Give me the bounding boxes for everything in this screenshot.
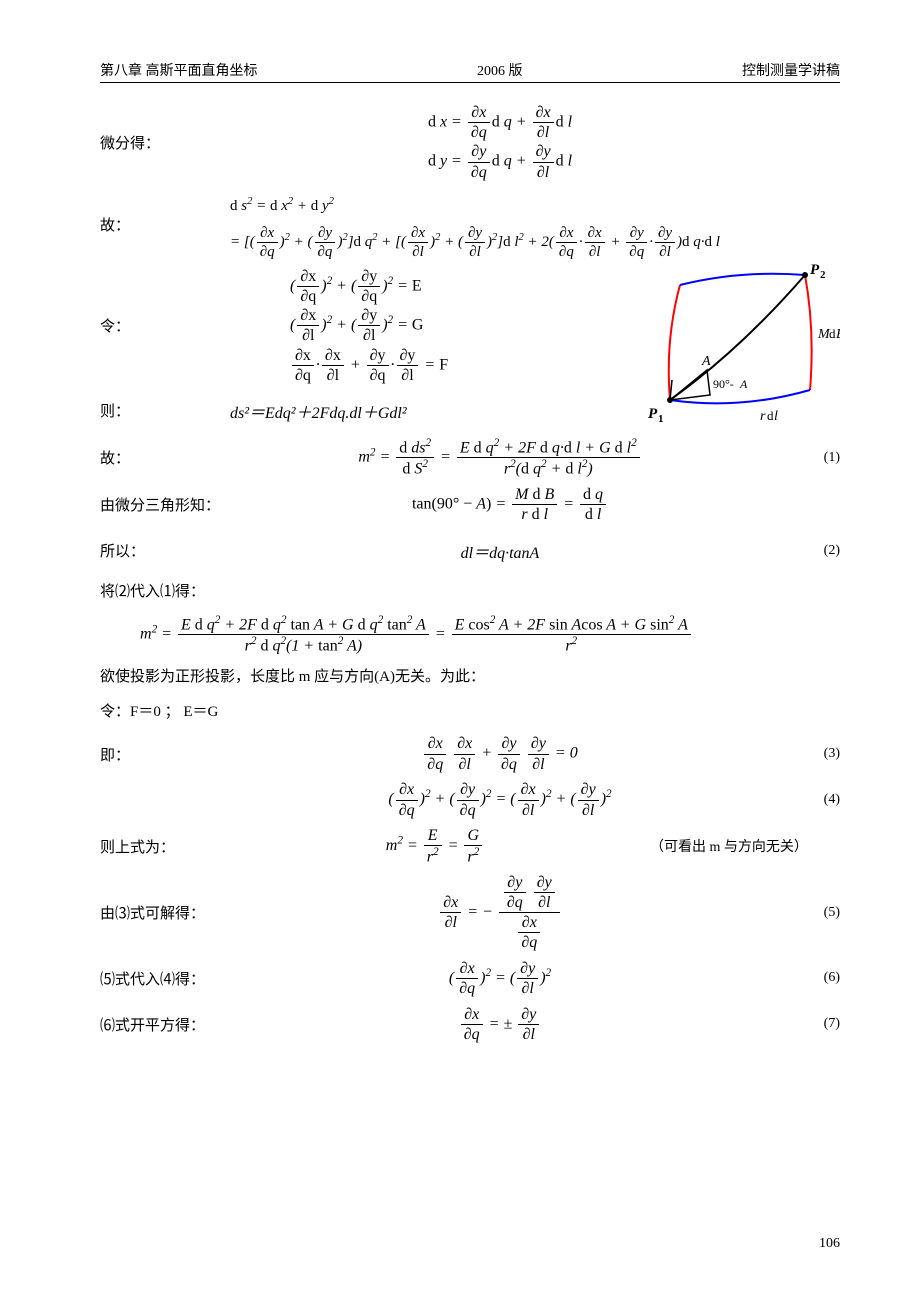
header-left: 第八章 高斯平面直角坐标 (100, 60, 258, 80)
svg-text:B: B (836, 327, 840, 342)
eq-6: (∂x∂q)2 = (∂y∂l)2 (220, 959, 780, 998)
eqnum-7: (7) (780, 1016, 840, 1032)
label-gu2: 故： (100, 447, 220, 468)
svg-text:2: 2 (820, 269, 826, 281)
row-eq7: ⑹式开平方得： ∂x∂q = ± ∂y∂l (7) (100, 1004, 840, 1044)
eqnum-2: (2) (780, 543, 840, 559)
svg-text:A: A (701, 354, 711, 369)
label-ji: 即： (100, 744, 220, 765)
text-jiang: 将⑵代入⑴得： (100, 579, 840, 606)
page-number: 106 (819, 1236, 840, 1252)
svg-text:l: l (774, 409, 778, 424)
label-youweifen: 由微分三角形知： (100, 494, 240, 515)
svg-text:A: A (739, 377, 748, 391)
label-suoyi: 所以： (100, 540, 220, 561)
row-ds2: 故： d s2 = d x2 + d y2 = [(∂x∂q)2 + (∂y∂q… (100, 188, 840, 261)
text-lingFE: 令：F＝0 ； E＝G (100, 699, 840, 726)
eqnum-3: (3) (780, 746, 840, 762)
eq-m2-long: m2 = E d q2 + 2F d q2 tan A + G d q2 tan… (140, 614, 840, 656)
row-dx-dy: 微分得： d x = ∂x∂qd q + ∂x∂ld l d y = ∂y∂qd… (100, 103, 840, 182)
row-eq4: (∂x∂q)2 + (∂y∂q)2 = (∂x∂l)2 + (∂y∂l)2 (4… (100, 780, 840, 820)
eqnum-6: (6) (780, 970, 840, 986)
header-center: 2006 版 (477, 60, 523, 80)
text-yushi: 欲使投影为正形投影，长度比 m 应与方向(A)无关。为此： (100, 664, 840, 691)
eq-5: ∂x∂l = − ∂y∂q ∂y∂l∂x∂q (220, 873, 780, 953)
svg-text:1: 1 (658, 413, 664, 425)
label-gu1: 故： (100, 214, 220, 235)
row-eq5: 由⑶式可解得： ∂x∂l = − ∂y∂q ∂y∂l∂x∂q (5) (100, 873, 840, 953)
eqnum-4: (4) (780, 792, 840, 808)
label-wu4: ⑸式代入⑷得： (100, 968, 220, 989)
note-kekan: （可看出 m 与方向无关） (650, 836, 840, 856)
eqnum-1: (1) (780, 450, 840, 466)
row-eq3: 即： ∂x∂q ∂x∂l + ∂y∂q ∂y∂l = 0 (3) (100, 734, 840, 774)
eq-7: ∂x∂q = ± ∂y∂l (220, 1005, 780, 1044)
svg-text:90°-: 90°- (713, 377, 734, 391)
label-ling: 令： (100, 315, 220, 336)
label-zeshang: 则上式为： (100, 836, 220, 857)
row-m2er2: 则上式为： m2 = Er2 = Gr2 （可看出 m 与方向无关） (100, 826, 840, 867)
page-header: 第八章 高斯平面直角坐标 2006 版 控制测量学讲稿 (100, 60, 840, 83)
label-you3: 由⑶式可解得： (100, 902, 220, 923)
label-liu: ⑹式开平方得： (100, 1014, 220, 1035)
svg-text:d: d (767, 408, 774, 423)
eqnum-5: (5) (780, 905, 840, 921)
svg-text:d: d (829, 326, 836, 341)
differential-triangle-diagram: P 2 P 1 A 90°- A M d B r d l (640, 260, 840, 430)
eq-3: ∂x∂q ∂x∂l + ∂y∂q ∂y∂l = 0 (220, 734, 780, 773)
row-m2: 故： m2 = d ds2d S2 = E d q2 + 2F d q·d l … (100, 437, 840, 479)
svg-text:P: P (810, 262, 820, 278)
eq-m2er2: m2 = Er2 = Gr2 (220, 826, 650, 867)
row-eq6: ⑸式代入⑷得： (∂x∂q)2 = (∂y∂l)2 (6) (100, 958, 840, 998)
svg-text:r: r (760, 409, 766, 424)
eq-4: (∂x∂q)2 + (∂y∂q)2 = (∂x∂l)2 + (∂y∂l)2 (220, 780, 780, 819)
row-dl: 所以： dl＝dq·tanA (2) (100, 531, 840, 571)
label-ze: 则： (100, 400, 220, 421)
eq-dl: dl＝dq·tanA (220, 539, 780, 563)
eq-ds2-expand: d s2 = d x2 + d y2 = [(∂x∂q)2 + (∂y∂q)2]… (220, 188, 840, 261)
header-right: 控制测量学讲稿 (742, 60, 840, 80)
eq-m2: m2 = d ds2d S2 = E d q2 + 2F d q·d l + G… (220, 437, 780, 479)
label-weifende: 微分得： (100, 132, 220, 153)
eq-dx-dy: d x = ∂x∂qd q + ∂x∂ld l d y = ∂y∂qd q + … (220, 103, 780, 182)
row-tan: 由微分三角形知： tan(90° − A) = M d Br d l = d q… (100, 485, 840, 525)
svg-text:P: P (648, 406, 658, 422)
eq-tan: tan(90° − A) = M d Br d l = d qd l (240, 485, 780, 524)
